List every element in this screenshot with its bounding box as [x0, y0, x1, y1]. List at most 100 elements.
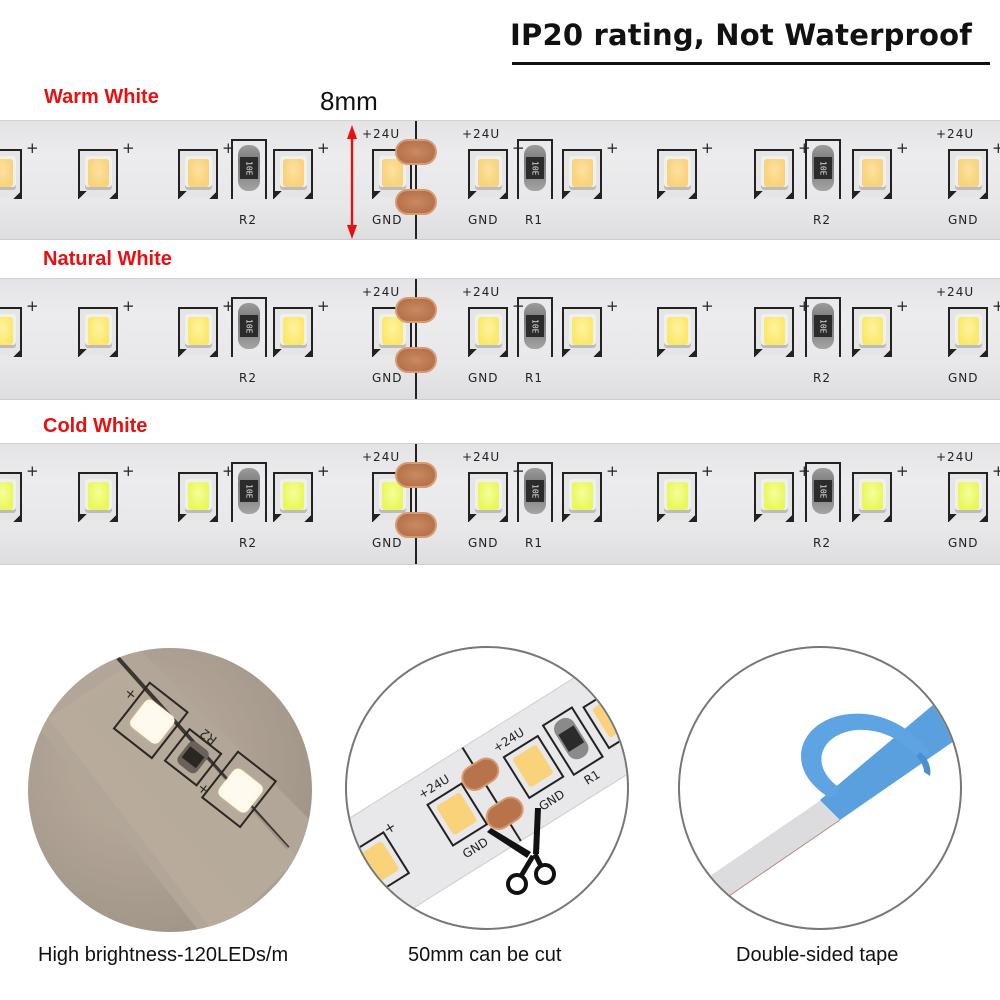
scissors-icon — [487, 808, 556, 895]
resistor-outline: 10E — [517, 297, 553, 357]
resistor-label: R2 — [239, 213, 257, 227]
smd-resistor: 10E — [524, 468, 546, 514]
voltage-label: +24U — [362, 127, 401, 141]
led-phosphor — [382, 317, 403, 345]
polarity-plus: + — [798, 139, 811, 157]
ground-label: GND — [468, 536, 499, 550]
smd-led — [0, 307, 22, 357]
led-phosphor — [382, 159, 403, 187]
smd-resistor: 10E — [812, 145, 834, 191]
voltage-label: +24U — [462, 127, 501, 141]
led-phosphor — [188, 482, 209, 510]
polarity-plus: + — [26, 297, 39, 315]
led-strip-natural-white: + + + + + + + + + + + 10E R2 10E R1 10E — [0, 278, 1000, 400]
led-phosphor — [478, 159, 499, 187]
smd-led — [78, 307, 118, 357]
smd-led — [78, 472, 118, 522]
solder-pad-positive — [395, 297, 437, 323]
smd-led — [178, 307, 218, 357]
smd-resistor: 10E — [812, 468, 834, 514]
smd-led — [178, 472, 218, 522]
led-phosphor — [572, 317, 593, 345]
resistor-outline: 10E — [231, 462, 267, 522]
resistor-label: R1 — [525, 536, 543, 550]
led-phosphor — [572, 482, 593, 510]
smd-led — [178, 149, 218, 199]
led-phosphor — [0, 317, 13, 345]
polarity-plus: + — [26, 462, 39, 480]
resistor-outline: 10E — [231, 297, 267, 357]
smd-led — [273, 307, 313, 357]
polarity-plus: + — [896, 462, 909, 480]
resistor-label: R1 — [525, 213, 543, 227]
smd-led — [852, 307, 892, 357]
smd-led — [948, 472, 988, 522]
smd-led — [468, 307, 508, 357]
ground-label: GND — [948, 371, 979, 385]
voltage-label: +24U — [462, 450, 501, 464]
page-title: IP20 rating, Not Waterproof — [510, 18, 973, 52]
strip-label-warm-white: Warm White — [44, 86, 159, 108]
led-strip-cold-white: + + + + + + + + + + + 10E R2 10E R1 10E — [0, 443, 1000, 565]
resistor-outline: 10E — [805, 462, 841, 522]
resistor-outline: 10E — [517, 139, 553, 199]
led-phosphor — [0, 159, 13, 187]
resistor-outline: 10E — [231, 139, 267, 199]
feature-caption-brightness: High brightness-120LEDs/m — [38, 944, 289, 966]
led-strip-warm-white: + + + + + + + + + + + 10E R2 10E R1 10E — [0, 120, 1000, 240]
polarity-plus: + — [317, 462, 330, 480]
smd-led — [468, 149, 508, 199]
width-dimension-arrow-icon — [347, 125, 357, 239]
polarity-plus: + — [606, 139, 619, 157]
polarity-plus: + — [992, 462, 1000, 480]
smd-led — [754, 149, 794, 199]
led-phosphor — [283, 159, 304, 187]
polarity-plus: + — [606, 462, 619, 480]
solder-pad-ground — [395, 512, 437, 538]
led-phosphor — [572, 159, 593, 187]
polarity-plus: + — [122, 139, 135, 157]
feature-caption-tape: Double-sided tape — [736, 944, 899, 966]
polarity-plus: + — [317, 139, 330, 157]
ground-label: GND — [468, 213, 499, 227]
led-phosphor — [764, 159, 785, 187]
led-phosphor — [958, 482, 979, 510]
polarity-plus: + — [896, 297, 909, 315]
resistor-outline: 10E — [805, 297, 841, 357]
polarity-plus: + — [992, 297, 1000, 315]
ground-label: GND — [468, 371, 499, 385]
smd-resistor: 10E — [238, 303, 260, 349]
smd-led — [852, 149, 892, 199]
led-phosphor — [667, 317, 688, 345]
led-phosphor — [764, 482, 785, 510]
smd-led — [0, 472, 22, 522]
feature-caption-cut: 50mm can be cut — [408, 944, 562, 966]
smd-led — [78, 149, 118, 199]
resistor-label: R2 — [813, 213, 831, 227]
resistor-outline: 10E — [805, 139, 841, 199]
smd-led — [562, 472, 602, 522]
feature-image-adhesive-tape — [678, 646, 962, 930]
cut-line — [415, 121, 417, 239]
led-phosphor — [283, 482, 304, 510]
polarity-plus: + — [122, 297, 135, 315]
polarity-plus: + — [992, 139, 1000, 157]
polarity-plus: + — [798, 297, 811, 315]
smd-led — [562, 307, 602, 357]
led-phosphor — [88, 159, 109, 187]
solder-pad-positive — [395, 462, 437, 488]
led-phosphor — [478, 317, 499, 345]
led-phosphor — [188, 317, 209, 345]
lit-led-strip-icon: + R2 + — [28, 648, 312, 932]
smd-led — [657, 149, 697, 199]
led-phosphor — [667, 482, 688, 510]
ground-label: GND — [948, 536, 979, 550]
resistor-label: R2 — [239, 371, 257, 385]
led-phosphor — [88, 482, 109, 510]
led-phosphor — [382, 482, 403, 510]
polarity-plus: + — [26, 139, 39, 157]
feature-image-cut-point: + +24U GND +24U GND R1 — [345, 646, 629, 930]
smd-led — [562, 149, 602, 199]
ground-label: GND — [372, 371, 403, 385]
polarity-plus: + — [701, 462, 714, 480]
